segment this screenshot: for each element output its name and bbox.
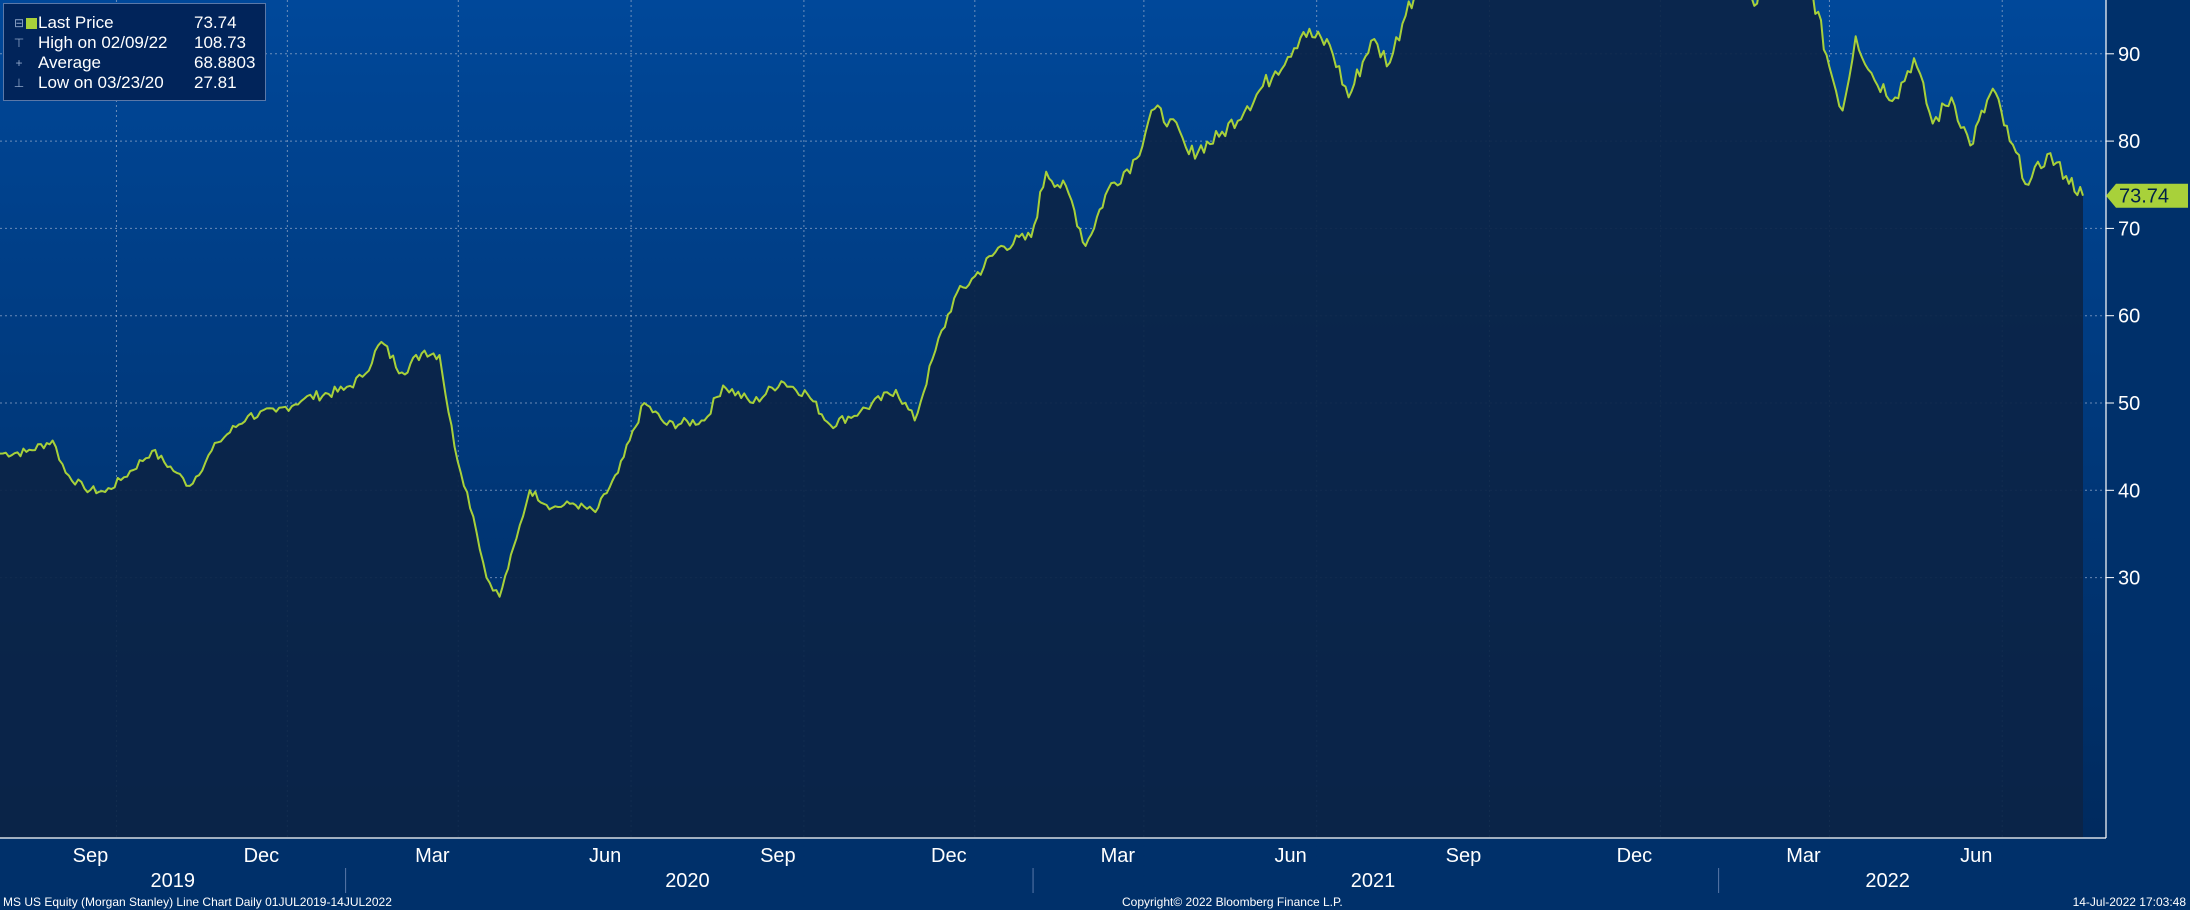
legend-average-value: 68.8803 [194, 53, 256, 72]
last-price-tag-group: 73.74 [2106, 183, 2188, 208]
footer-bar: MS US Equity (Morgan Stanley) Line Chart… [0, 893, 2190, 910]
y-tick-label-70: 70 [2118, 218, 2140, 240]
x-tick-label-8: Sep [1446, 845, 1482, 867]
axes [0, 0, 2114, 893]
x-tick-label-10: Mar [1786, 845, 1821, 867]
x-axis-panel [0, 838, 2190, 910]
y-tick-label-50: 50 [2118, 393, 2140, 415]
legend-row-low: ⊥ Low on 03/23/20 27.81 [4, 73, 265, 93]
price-area [0, 0, 2083, 838]
legend-low-value: 27.81 [194, 73, 237, 92]
legend-high-value: 108.73 [194, 33, 246, 52]
collapse-icon[interactable]: ⊟ [13, 16, 25, 30]
legend-row-last-price: ⊟ Last Price 73.74 [4, 13, 265, 33]
y-tick-label-30: 30 [2118, 568, 2140, 590]
x-tick-label-4: Sep [760, 845, 796, 867]
y-tick-label-40: 40 [2118, 480, 2140, 502]
x-tick-label-1: Dec [244, 845, 280, 867]
y-tick-label-60: 60 [2118, 306, 2140, 328]
x-year-label-1: 2020 [665, 870, 710, 892]
last-price-tag-label: 73.74 [2119, 186, 2169, 208]
last-price-swatch-icon [26, 18, 37, 29]
legend-last-price-label: Last Price [38, 13, 114, 32]
axis-panel [2106, 0, 2190, 838]
x-tick-label-9: Dec [1617, 845, 1653, 867]
legend-row-high: ⊤ High on 02/09/22 108.73 [4, 33, 265, 53]
x-year-label-0: 2019 [151, 870, 196, 892]
y-tick-label-80: 80 [2118, 131, 2140, 153]
x-tick-label-5: Dec [931, 845, 967, 867]
x-tick-label-6: Mar [1101, 845, 1136, 867]
last-price-tag [2106, 183, 2188, 208]
footer-timestamp: 14-Jul-2022 17:03:48 [2072, 895, 2186, 909]
legend-row-average: + Average 68.8803 [4, 53, 265, 73]
price-line [0, 0, 2084, 598]
x-tick-label-2: Mar [415, 845, 450, 867]
x-tick-label-3: Jun [589, 845, 621, 867]
legend-high-label: High on 02/09/22 [38, 33, 168, 52]
x-tick-label-0: Sep [73, 845, 109, 867]
tick-labels: 30405060708090100110SepDecMarJunSepDecMa… [73, 44, 2141, 892]
x-year-label-2: 2021 [1351, 870, 1396, 892]
high-marker-icon: ⊤ [13, 36, 25, 50]
legend-average-label: Average [38, 53, 102, 72]
x-tick-label-7: Jun [1275, 845, 1307, 867]
x-tick-label-11: Jun [1960, 845, 1992, 867]
footer-security-description: MS US Equity (Morgan Stanley) Line Chart… [3, 895, 392, 909]
footer-copyright: Copyright© 2022 Bloomberg Finance L.P. [1122, 895, 1343, 909]
legend-box: ⊟ Last Price 73.74 ⊤ High on 02/09/22 10… [3, 3, 266, 101]
y-tick-label-90: 90 [2118, 44, 2140, 66]
legend-last-price-value: 73.74 [194, 13, 237, 32]
area-fill [0, 0, 2083, 838]
average-marker-icon: + [15, 56, 23, 70]
x-year-label-3: 2022 [1865, 870, 1910, 892]
price-line-group [0, 0, 2084, 598]
legend-low-label: Low on 03/23/20 [38, 73, 164, 92]
low-marker-icon: ⊥ [13, 76, 25, 90]
